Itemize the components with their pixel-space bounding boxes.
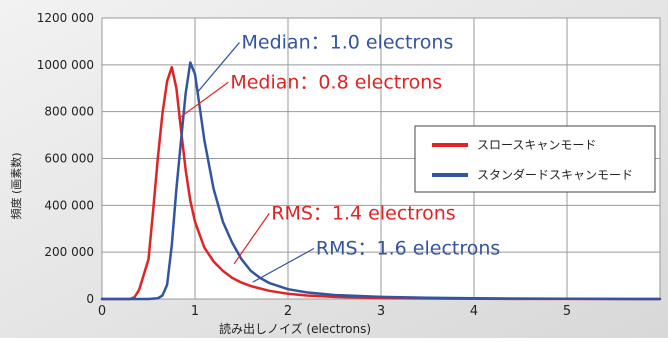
y-tick-label: 800 000 — [44, 105, 94, 119]
annotation-label: Median：0.8 electrons — [230, 71, 442, 93]
annotations-layer: Median：1.0 electrons Median：0.8 electrons… — [177, 31, 500, 283]
x-tick-label: 3 — [377, 304, 385, 319]
legend-label-slow-scan: スロースキャンモード — [477, 138, 596, 152]
x-tick-label: 0 — [98, 304, 106, 319]
annotation-leader — [177, 81, 229, 120]
legend-item-slow-scan: スロースキャンモード — [432, 138, 596, 152]
annotation-label: RMS：1.6 electrons — [316, 238, 500, 260]
annotation-label: RMS：1.4 electrons — [271, 202, 455, 224]
annotation-label: Median：1.0 electrons — [242, 31, 454, 53]
annotation-leader — [196, 42, 240, 94]
annotation-leader — [252, 247, 315, 283]
grid-lines — [102, 17, 661, 299]
y-tick-label: 1200 000 — [37, 11, 94, 25]
series-layer — [100, 61, 662, 301]
tick-labels: 0 1 2 3 4 5 0 200 000 400 000 600 000 800 000 1000 … — [37, 11, 571, 319]
y-tick-label: 1000 000 — [37, 58, 94, 72]
annotation-leader — [233, 213, 270, 265]
y-tick-label: 400 000 — [44, 198, 94, 212]
x-axis-label: 読み出しノイズ (electrons) — [219, 321, 371, 336]
y-tick-label: 200 000 — [44, 245, 94, 259]
series-line-slow-scan — [100, 65, 662, 301]
x-tick-label: 1 — [191, 304, 199, 319]
legend-box — [414, 125, 656, 193]
x-tick-label: 5 — [563, 304, 571, 319]
x-tick-label: 2 — [284, 304, 292, 319]
legend-label-standard-scan: スタンダードスキャンモード — [477, 167, 633, 182]
series-line-standard-scan — [100, 61, 662, 301]
y-axis-label: 頻度 (画素数) — [9, 152, 23, 219]
x-tick-label: 4 — [470, 304, 478, 319]
legend-item-standard-scan: スタンダードスキャンモード — [432, 167, 633, 182]
y-tick-label: 600 000 — [44, 152, 94, 166]
legend: スロースキャンモード スタンダードスキャンモード — [414, 125, 656, 193]
y-tick-label: 0 — [86, 292, 94, 306]
